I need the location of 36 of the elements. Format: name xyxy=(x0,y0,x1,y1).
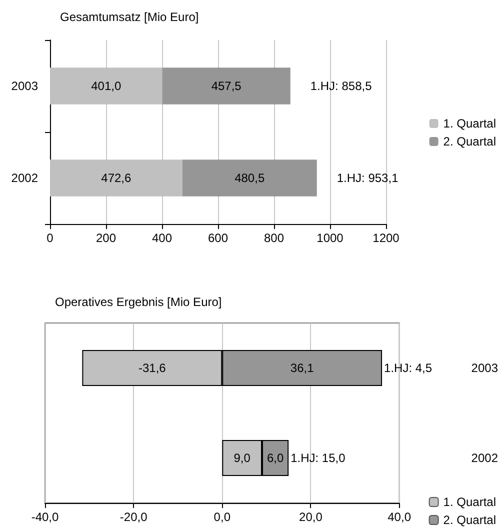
data-label: 9,0 xyxy=(234,451,251,465)
x-tick-label: 800 xyxy=(264,231,284,245)
x-tick-label: 0,0 xyxy=(214,510,231,524)
x-tick-label: 20,0 xyxy=(299,510,323,524)
data-label: 6,0 xyxy=(266,451,284,465)
x-tick-label: -40,0 xyxy=(31,510,59,524)
bar xyxy=(162,68,290,104)
x-tick-label: 40,0 xyxy=(388,510,412,524)
x-tick-label: -20,0 xyxy=(120,510,148,524)
total-label: 1.HJ: 953,1 xyxy=(336,171,399,185)
chart-title: Operatives Ergebnis [Mio Euro] xyxy=(55,295,222,309)
y-tick-label: 2003 xyxy=(471,361,498,375)
chart-title: Gesamtumsatz [Mio Euro] xyxy=(60,10,199,24)
data-label: 457,5 xyxy=(211,79,242,93)
x-tick-label: 0 xyxy=(46,231,54,245)
y-tick-label: 2003 xyxy=(11,79,38,93)
legend-label: 1. Quartal xyxy=(443,116,496,130)
x-tick-label: 400 xyxy=(152,231,172,245)
data-label: 472,6 xyxy=(101,171,132,185)
x-tick-label: 200 xyxy=(96,231,116,245)
legend-label: 2. Quartal xyxy=(443,513,496,527)
data-label: 401,0 xyxy=(91,79,122,93)
x-tick-label: 1200 xyxy=(372,231,400,245)
data-label: 36,1 xyxy=(290,361,314,375)
legend-label: 1. Quartal xyxy=(443,495,496,509)
x-tick-label: 600 xyxy=(208,231,228,245)
x-tick-label: 1000 xyxy=(316,231,344,245)
total-label: 1.HJ: 858,5 xyxy=(310,79,372,93)
legend-label: 2. Quartal xyxy=(443,134,496,148)
y-tick-label: 2002 xyxy=(11,171,38,185)
total-label: 1.HJ: 15,0 xyxy=(290,451,346,465)
total-label: 1.HJ: 4,5 xyxy=(384,361,432,375)
y-tick-label: 2002 xyxy=(471,451,498,465)
bar xyxy=(182,160,317,196)
data-label: 480,5 xyxy=(234,171,265,185)
data-label: -31,6 xyxy=(138,361,166,375)
